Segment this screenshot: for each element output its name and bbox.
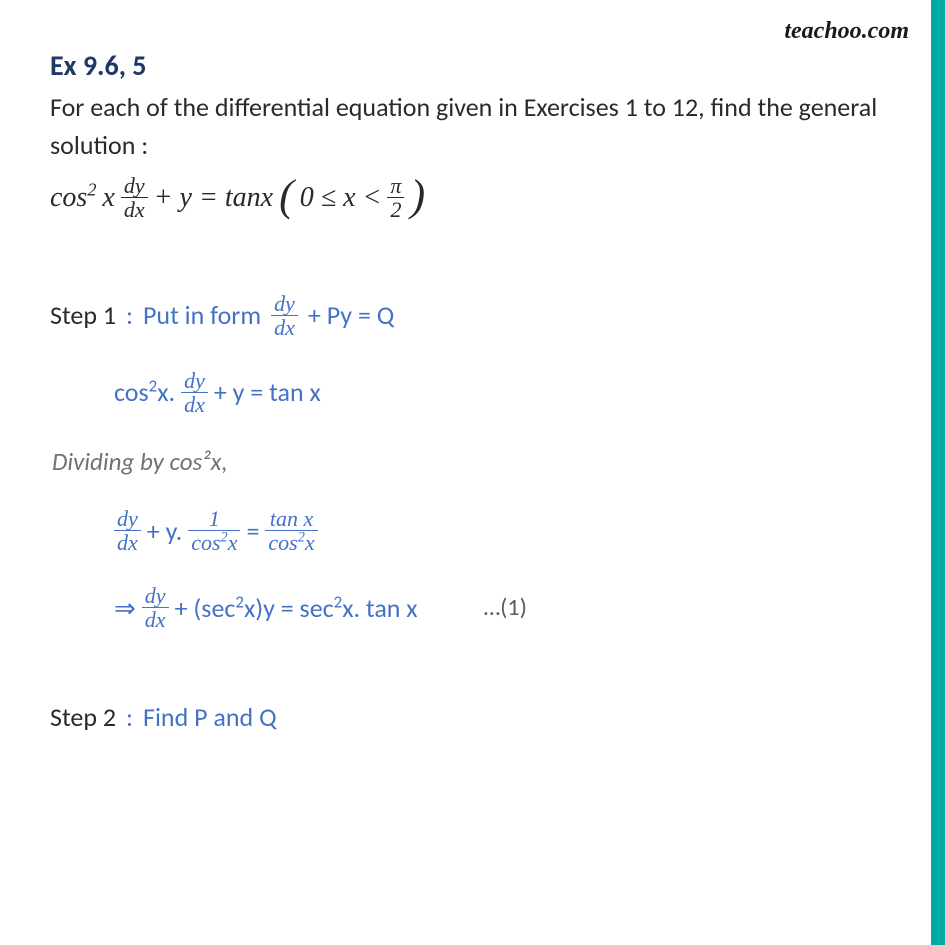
step1-text: Put in form bbox=[143, 299, 261, 331]
eq-cond-frac: π 2 bbox=[387, 174, 404, 221]
l2-f1: dy dx bbox=[114, 507, 141, 554]
main-equation: cos2 x dy dx + y = tanx ( 0 ≤ x < π 2 ) bbox=[50, 174, 895, 221]
step2-colon: : bbox=[126, 701, 133, 733]
l3-c: x. tan x bbox=[342, 592, 417, 624]
step1-word: Step 1 bbox=[50, 299, 116, 331]
l2-f2-num: 1 bbox=[206, 507, 223, 530]
l1-den: dx bbox=[181, 392, 208, 416]
l2-eq: = bbox=[246, 515, 259, 547]
l2-f3-den-b: x bbox=[305, 530, 315, 555]
l1-b: x. bbox=[157, 376, 175, 408]
step1-frac: dy dx bbox=[271, 292, 298, 339]
eq-line-1: cos2x. dy dx + y = tan x bbox=[114, 369, 895, 416]
eq-cond: 0 ≤ x < bbox=[300, 182, 382, 214]
l2-f2-exp: 2 bbox=[221, 530, 228, 546]
l2-f3: tan x cos2x bbox=[265, 507, 317, 554]
eq-frac-num: dy bbox=[121, 174, 148, 197]
step1-frac-num: dy bbox=[271, 292, 298, 315]
l2-f1-num: dy bbox=[114, 507, 141, 530]
l2-f3-num: tan x bbox=[267, 507, 316, 530]
l3-num: dy bbox=[142, 584, 169, 607]
eq-cos: cos bbox=[50, 182, 87, 213]
accent-bar bbox=[931, 0, 945, 945]
eq-exp: 2 bbox=[87, 180, 96, 200]
paren-open: ( bbox=[279, 181, 294, 212]
cond-num: π bbox=[387, 174, 404, 197]
eq-tail: + y = tanx bbox=[154, 182, 273, 214]
l2-f2-den-a: cos bbox=[191, 530, 220, 555]
eq-line-3: ⇒ dy dx + (sec2x)y = sec2x. tan x …(1) bbox=[114, 584, 895, 631]
eq-frac-den: dx bbox=[121, 197, 148, 221]
l3-den: dx bbox=[142, 607, 169, 631]
l1-frac: dy dx bbox=[181, 369, 208, 416]
l3-a: + (sec bbox=[175, 592, 236, 624]
l2-f2-den-b: x bbox=[228, 530, 238, 555]
l2-f1-den: dx bbox=[114, 530, 141, 554]
step-1-label: Step 1: Put in form dy dx + Py = Q bbox=[50, 292, 895, 339]
l3-arrow: ⇒ bbox=[114, 592, 136, 624]
l2-f2: 1 cos2x bbox=[188, 507, 240, 554]
l3-note: …(1) bbox=[484, 593, 527, 622]
step-2-label: Step 2: Find P and Q bbox=[50, 701, 895, 733]
l2-f3-den-a: cos bbox=[268, 530, 297, 555]
eq-line-2: dy dx + y. 1 cos2x = tan x cos2x bbox=[114, 507, 895, 554]
step2-text: Find P and Q bbox=[143, 701, 277, 733]
exercise-title: Ex 9.6, 5 bbox=[50, 48, 895, 83]
l2-mid: + y. bbox=[147, 515, 182, 547]
l3-exp2: 2 bbox=[334, 591, 343, 612]
step1-frac-den: dx bbox=[271, 315, 298, 339]
step1-colon: : bbox=[126, 299, 133, 331]
l1-a: cos bbox=[114, 376, 149, 408]
l1-num: dy bbox=[181, 369, 208, 392]
eq-frac: dy dx bbox=[121, 174, 148, 221]
dividing-note: Dividing by cos²x, bbox=[52, 446, 895, 477]
cond-den: 2 bbox=[387, 197, 404, 221]
step2-word: Step 2 bbox=[50, 701, 116, 733]
page-content: Ex 9.6, 5 For each of the differential e… bbox=[0, 0, 945, 733]
eq-var: x bbox=[102, 182, 114, 214]
l1-c: + y = tan x bbox=[214, 376, 321, 408]
prompt-text: For each of the differential equation gi… bbox=[50, 89, 895, 164]
l3-frac: dy dx bbox=[142, 584, 169, 631]
l2-f3-exp: 2 bbox=[298, 530, 305, 546]
watermark: teachoo.com bbox=[784, 18, 909, 45]
step1-tail: + Py = Q bbox=[308, 299, 394, 331]
paren-close: ) bbox=[410, 181, 425, 212]
l3-b: x)y = sec bbox=[244, 592, 334, 624]
l3-exp: 2 bbox=[235, 591, 244, 612]
l1-exp: 2 bbox=[149, 376, 158, 397]
